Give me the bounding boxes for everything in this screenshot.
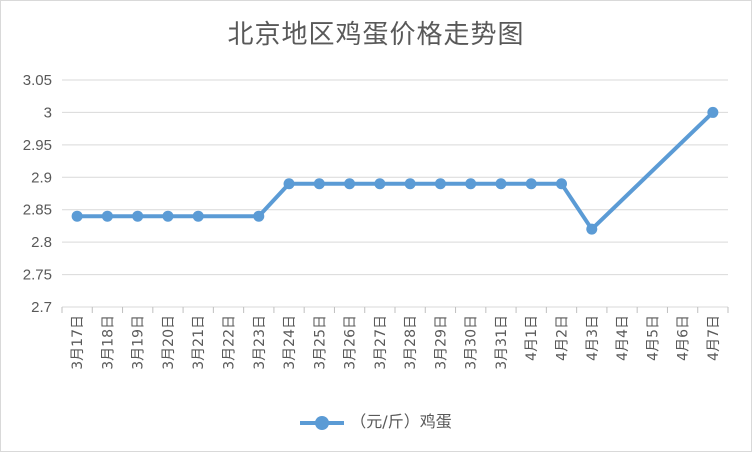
x-tick-label: 3月17日 <box>70 315 86 370</box>
y-tick-label: 2.75 <box>23 267 52 284</box>
x-tick-label: 3月19日 <box>131 315 147 370</box>
x-tick-label: 4月2日 <box>555 315 571 361</box>
data-point <box>313 178 325 190</box>
x-tick-label: 3月24日 <box>282 315 298 370</box>
data-point <box>495 178 507 190</box>
x-tick-label: 3月22日 <box>222 315 238 370</box>
data-point <box>162 210 174 222</box>
x-tick-label: 3月25日 <box>312 315 328 370</box>
y-tick-label: 2.9 <box>31 169 52 186</box>
x-tick-label: 3月23日 <box>252 315 268 370</box>
x-tick-label: 4月3日 <box>585 315 601 361</box>
x-tick-label: 4月4日 <box>615 315 631 361</box>
y-tick-label: 2.8 <box>31 234 52 251</box>
chart-legend: （元/斤）鸡蛋 <box>0 408 752 432</box>
data-point <box>434 178 446 190</box>
data-point <box>586 223 598 235</box>
x-tick-label: 3月18日 <box>100 315 116 370</box>
series-line <box>77 110 715 232</box>
x-tick-label: 4月7日 <box>706 315 722 361</box>
chart-title: 北京地区鸡蛋价格走势图 <box>227 20 525 50</box>
y-tick-label: 3.05 <box>23 72 52 89</box>
data-point <box>556 178 567 190</box>
data-point <box>525 178 537 190</box>
x-tick-label: 3月26日 <box>343 315 359 370</box>
x-tick-label: 3月31日 <box>494 315 510 370</box>
y-tick-label: 2.85 <box>23 202 52 219</box>
data-point <box>707 106 719 118</box>
data-point <box>344 178 356 190</box>
x-tick-label: 3月29日 <box>433 315 449 370</box>
data-point <box>283 178 295 190</box>
data-point <box>374 178 386 190</box>
y-tick-label: 2.95 <box>23 137 52 154</box>
x-tick-label: 3月20日 <box>161 315 177 370</box>
x-tick-label: 3月30日 <box>464 315 480 370</box>
x-tick-label: 4月5日 <box>645 315 661 361</box>
data-point <box>132 210 144 222</box>
x-tick-label: 4月1日 <box>524 315 540 361</box>
data-point <box>404 178 416 190</box>
y-tick-label: 3 <box>44 104 52 121</box>
x-tick-label: 4月6日 <box>676 315 692 361</box>
data-point <box>192 210 204 222</box>
data-point <box>465 178 477 190</box>
legend-series-label: （元/斤）鸡蛋 <box>350 412 452 431</box>
legend-line-marker <box>300 415 345 430</box>
x-tick-label: 3月27日 <box>373 315 389 370</box>
y-tick-label: 2.7 <box>31 299 52 316</box>
x-tick-label: 3月28日 <box>403 315 419 370</box>
data-point <box>71 210 83 222</box>
data-point <box>101 210 113 222</box>
x-tick-label: 3月21日 <box>191 315 207 370</box>
data-point <box>253 210 265 222</box>
